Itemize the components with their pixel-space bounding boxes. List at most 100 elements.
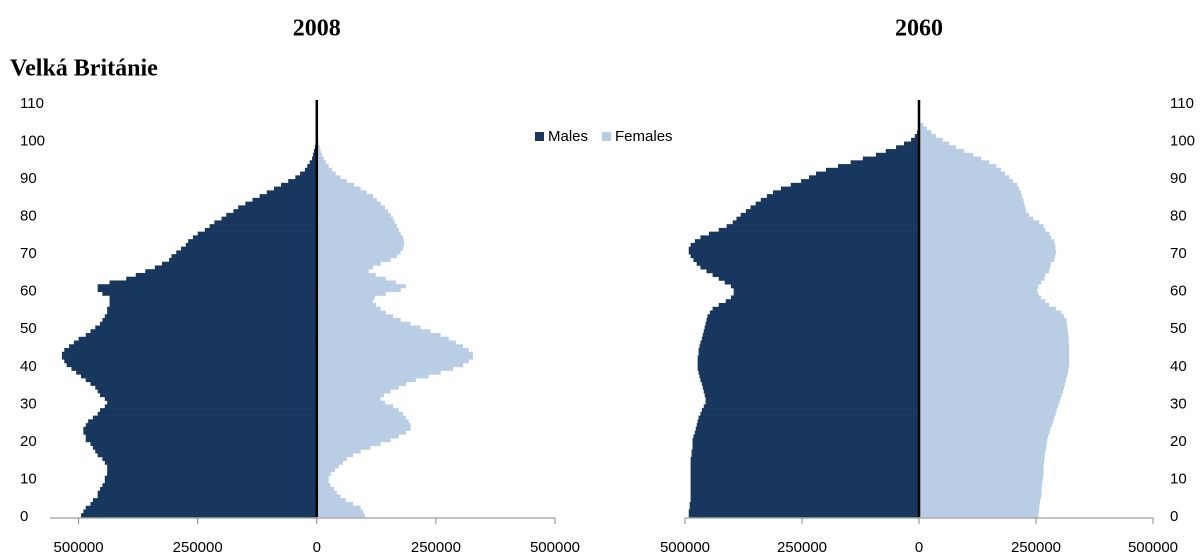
bar xyxy=(726,224,919,229)
bar xyxy=(919,329,1068,334)
bar xyxy=(919,419,1054,424)
y-tick-label: 10 xyxy=(1170,470,1187,487)
bar xyxy=(919,430,1050,435)
bar xyxy=(88,419,317,424)
y-tick-label: 50 xyxy=(1170,320,1187,337)
bar xyxy=(703,389,919,394)
bar xyxy=(919,370,1068,375)
x-tick-label: 0 xyxy=(915,539,923,556)
bar xyxy=(919,197,1024,202)
x-tick-label: 500000 xyxy=(1128,539,1178,556)
bar xyxy=(316,299,374,304)
bar xyxy=(100,393,317,398)
bar xyxy=(690,464,919,469)
bar xyxy=(705,400,919,405)
bar xyxy=(209,224,317,229)
bar xyxy=(316,396,381,401)
x-tick-label: 500000 xyxy=(660,539,710,556)
bar xyxy=(104,404,317,409)
bar xyxy=(919,513,1039,518)
bar xyxy=(107,471,317,476)
y-tick-label: 20 xyxy=(1170,433,1187,450)
bar xyxy=(904,141,919,146)
bar xyxy=(316,468,335,473)
bar xyxy=(919,355,1070,360)
bar xyxy=(919,363,1070,368)
bar xyxy=(725,299,919,304)
bar xyxy=(316,498,346,503)
bar xyxy=(702,333,919,338)
bar xyxy=(919,126,927,131)
bar xyxy=(919,216,1034,221)
y-tick-label: 10 xyxy=(20,470,37,487)
bar xyxy=(919,201,1025,206)
bar xyxy=(71,366,317,371)
bar xyxy=(701,381,919,386)
bar xyxy=(312,156,317,161)
bar xyxy=(885,149,919,154)
bar xyxy=(316,302,376,308)
bar xyxy=(697,359,919,364)
bar xyxy=(919,333,1069,338)
bar xyxy=(919,449,1046,454)
bar xyxy=(92,445,317,450)
bar xyxy=(698,415,919,420)
bar xyxy=(862,156,919,161)
bar xyxy=(316,381,406,386)
bar xyxy=(181,246,317,251)
bar xyxy=(316,385,399,390)
bar xyxy=(316,295,375,300)
bar xyxy=(78,336,317,341)
bar xyxy=(688,250,919,255)
bar xyxy=(104,314,317,319)
chart-title: 2060 xyxy=(895,16,943,42)
bar xyxy=(919,310,1062,315)
y-tick-label: 60 xyxy=(1170,283,1187,300)
bar xyxy=(316,318,401,323)
bar xyxy=(316,464,339,469)
bar xyxy=(304,167,317,172)
bar xyxy=(316,194,374,199)
bar xyxy=(718,276,919,281)
bar xyxy=(690,456,919,461)
bar xyxy=(145,269,317,274)
bar xyxy=(316,310,386,315)
bar xyxy=(316,366,454,371)
bar xyxy=(214,220,317,225)
bar xyxy=(102,483,317,488)
bar xyxy=(919,408,1057,413)
bar xyxy=(226,212,317,217)
bar xyxy=(850,160,919,165)
bar xyxy=(919,445,1047,450)
bars xyxy=(61,122,474,518)
bar xyxy=(919,464,1044,469)
bar xyxy=(706,269,919,274)
bar xyxy=(197,231,317,236)
x-tick-label: 250000 xyxy=(777,539,827,556)
bar xyxy=(109,302,317,308)
bar xyxy=(919,348,1070,353)
bar xyxy=(316,242,404,247)
y-tick-label: 100 xyxy=(1170,133,1195,150)
bar xyxy=(919,509,1039,514)
bar xyxy=(316,250,401,255)
chart-title: 2008 xyxy=(293,16,341,42)
bar xyxy=(316,212,391,217)
bar xyxy=(97,284,317,289)
bar xyxy=(704,325,919,330)
bar xyxy=(809,175,919,180)
bar xyxy=(109,299,317,304)
bar xyxy=(185,242,317,247)
bar xyxy=(919,272,1046,278)
bar xyxy=(690,479,919,484)
bar xyxy=(699,344,919,349)
bar xyxy=(919,366,1069,371)
bar xyxy=(61,355,317,360)
bar xyxy=(316,171,336,176)
bar xyxy=(700,340,919,345)
bar xyxy=(919,336,1069,341)
bar xyxy=(919,494,1042,499)
bar xyxy=(316,152,323,157)
bar xyxy=(316,434,399,439)
bar xyxy=(73,340,317,345)
